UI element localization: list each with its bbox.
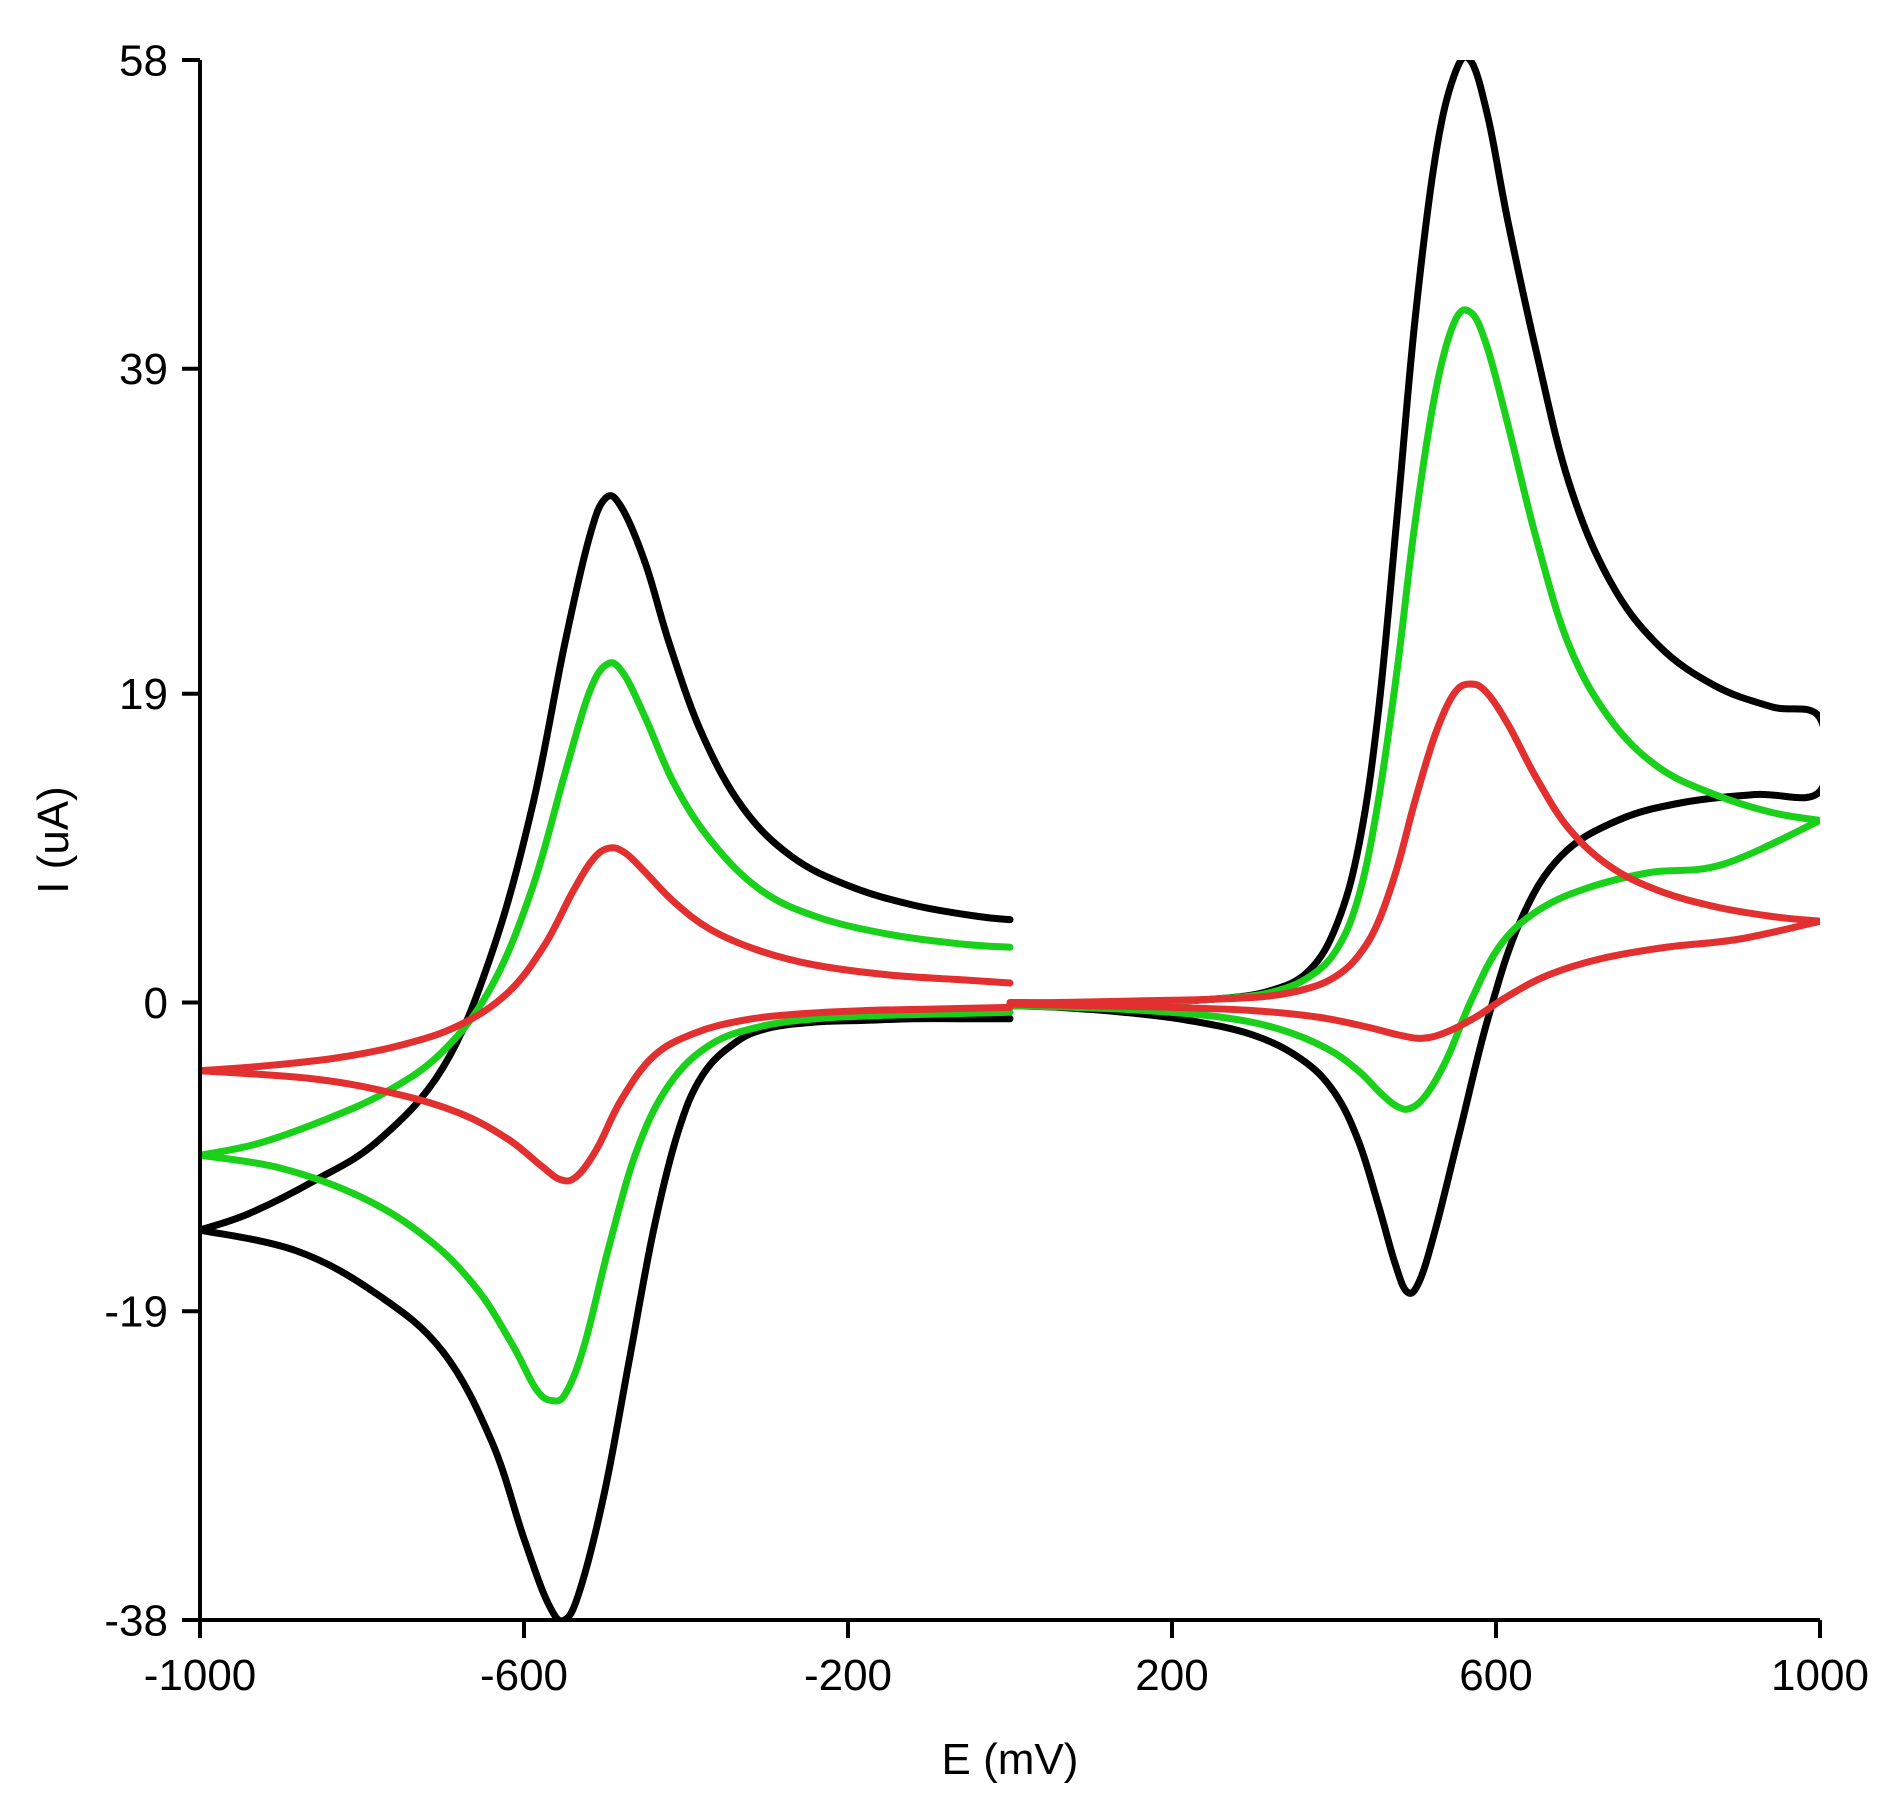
y-tick-label: -38 — [104, 1596, 168, 1645]
y-tick-label: -19 — [104, 1288, 168, 1337]
cv-plot-svg: -1000 -600 -200 200 600 1000 -38 -19 0 19 39 58 E (m… — [0, 0, 1880, 1810]
x-tick-label: -1000 — [144, 1651, 257, 1700]
y-tick-label: 0 — [144, 979, 168, 1028]
cv-chart: -1000 -600 -200 200 600 1000 -38 -19 0 19 39 58 E (m… — [0, 0, 1880, 1810]
y-tick-label: 58 — [119, 36, 168, 85]
x-tick-label: -200 — [804, 1651, 892, 1700]
x-axis-label: E (mV) — [942, 1735, 1079, 1784]
y-axis-label: I (uA) — [29, 786, 78, 894]
x-tick-label: 1000 — [1771, 1651, 1869, 1700]
x-tick-label: 200 — [1135, 1651, 1208, 1700]
x-tick-label: 600 — [1459, 1651, 1532, 1700]
y-tick-label: 39 — [119, 345, 168, 394]
y-tick-label: 19 — [119, 670, 168, 719]
x-tick-label: -600 — [480, 1651, 568, 1700]
